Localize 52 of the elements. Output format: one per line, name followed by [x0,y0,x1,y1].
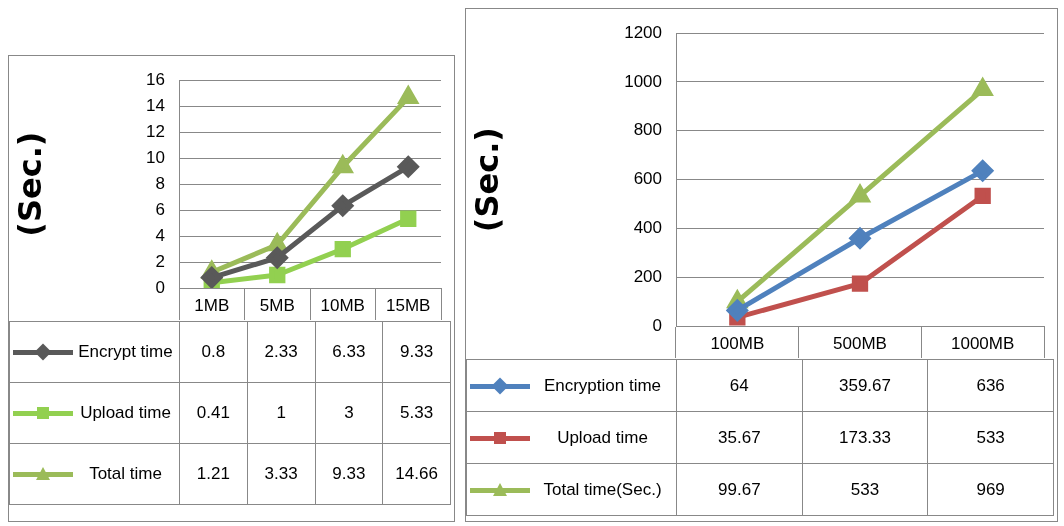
data-label: 533 [802,463,928,516]
legend-label: Encryption time [542,375,663,396]
data-label: 636 [927,359,1054,412]
legend-label: Upload time [79,403,172,423]
x-tick-label: 15MB [386,295,431,315]
x-tick-label: 1MB [194,295,230,315]
data-label: 3.33 [247,443,315,505]
y-tick-label: 200 [633,266,662,286]
data-label: 9.33 [315,443,383,505]
data-label: 173.33 [802,411,928,464]
y-tick-label: 0 [652,315,662,335]
x-tick-label: 5MB [259,295,295,315]
y-tick-label: 12 [146,121,165,141]
x-tick-label: 1000MB [951,333,1015,353]
data-label: 2.33 [247,321,315,383]
data-label: 9.33 [382,321,451,383]
legend-label: Upload time [556,427,649,448]
y-tick-label: 1000 [624,71,662,91]
data-label: 1 [247,382,315,444]
data-label: 35.67 [676,411,803,464]
legend-label: Total time(Sec.) [542,479,663,500]
legend-label: Encrypt time [77,342,174,362]
y-tick-label: 10 [146,147,165,167]
y-tick-label: 600 [633,169,662,189]
data-label: 5.33 [382,382,451,444]
y-axis-title: (Sec.) [467,127,506,233]
y-tick-label: 1200 [624,22,662,42]
x-tick-label: 500MB [833,333,887,353]
data-label: 969 [927,463,1054,516]
y-tick-label: 8 [155,173,165,193]
data-label: 14.66 [382,443,451,505]
y-tick-label: 800 [633,120,662,140]
data-label: 3 [315,382,383,444]
y-axis-title: (Sec.) [10,131,49,237]
y-tick-label: 2 [155,251,165,271]
x-tick-label: 100MB [710,333,765,353]
y-tick-label: 400 [633,218,662,238]
data-label: 0.41 [179,382,248,444]
y-tick-label: 6 [155,199,165,219]
data-label: 64 [676,359,803,412]
data-label: 99.67 [676,463,803,516]
data-label: 359.67 [802,359,928,412]
data-label: 0.8 [179,321,248,383]
data-label: 6.33 [315,321,383,383]
x-tick-label: 10MB [320,295,365,315]
data-label: 1.21 [179,443,248,505]
y-tick-label: 4 [155,225,165,245]
y-tick-label: 14 [146,95,165,115]
legend-label: Total time [88,464,163,484]
y-tick-label: 0 [155,277,165,297]
y-tick-label: 16 [146,69,165,89]
data-label: 533 [927,411,1054,464]
